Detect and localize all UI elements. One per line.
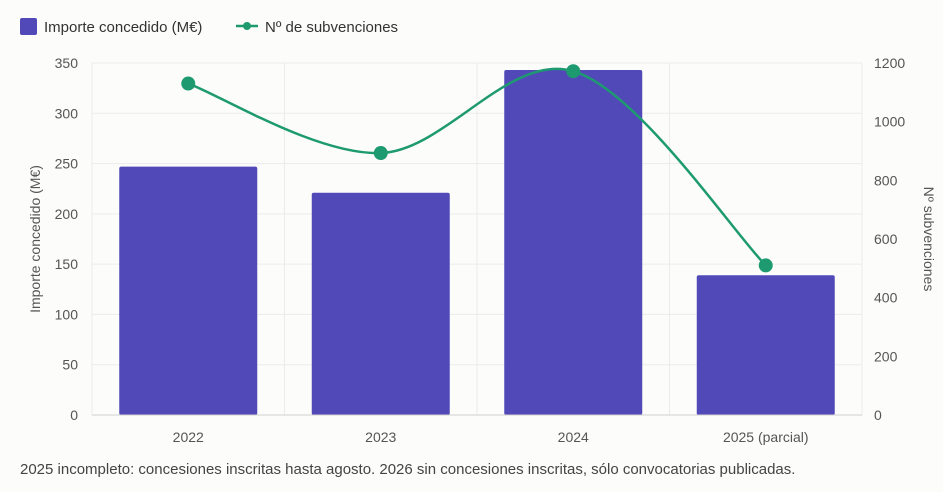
y-left-tick-label: 200 [55,206,79,222]
y-right-tick-label: 1000 [874,114,905,130]
y-left-tick-label: 150 [55,256,79,272]
y-right-tick-label: 200 [874,348,898,364]
x-tick-label: 2023 [365,429,396,445]
x-tick-label: 2025 (parcial) [723,429,809,445]
series-point [566,64,581,79]
y-left-tick-label: 100 [55,306,79,322]
x-tick-label: 2022 [173,429,204,445]
bar [504,70,643,415]
legend-swatch-bar [20,18,37,35]
legend-label-line: Nº de subvenciones [265,19,398,36]
legend: Importe concedido (M€) Nº de subvencione… [20,18,398,36]
y-right-tick-label: 800 [874,172,898,188]
y-left-axis-title: Importe concedido (M€) [27,165,43,313]
y-right-tick-label: 0 [874,407,882,423]
y-left-tick-label: 0 [70,407,78,423]
y-left-tick-label: 250 [55,156,79,172]
y-right-tick-label: 1200 [874,55,905,71]
series-point [181,76,196,91]
bar-series [119,70,835,415]
legend-label-bar: Importe concedido (M€) [44,19,202,36]
line-series [181,64,773,273]
y-left-tick-label: 50 [62,357,78,373]
series-line [187,67,767,267]
y-left-tick-label: 300 [55,105,79,121]
y-left-tick-label: 350 [55,55,79,71]
x-tick-label: 2024 [558,429,589,445]
bar [311,192,450,415]
series-point [758,258,773,273]
axes: 0 50 100 150 200 250 300 350 0 200 400 600 800 1000 12… [55,55,906,445]
y-right-tick-label: 600 [874,231,898,247]
legend-swatch-dot [243,22,251,30]
series-point [373,146,388,161]
bar [696,275,835,415]
y-right-axis-title: Nº subvenciones [921,187,937,292]
y-right-tick-label: 400 [874,290,898,306]
bar [119,166,258,415]
chart-footnote: 2025 incompleto: concesiones inscritas h… [20,461,796,478]
